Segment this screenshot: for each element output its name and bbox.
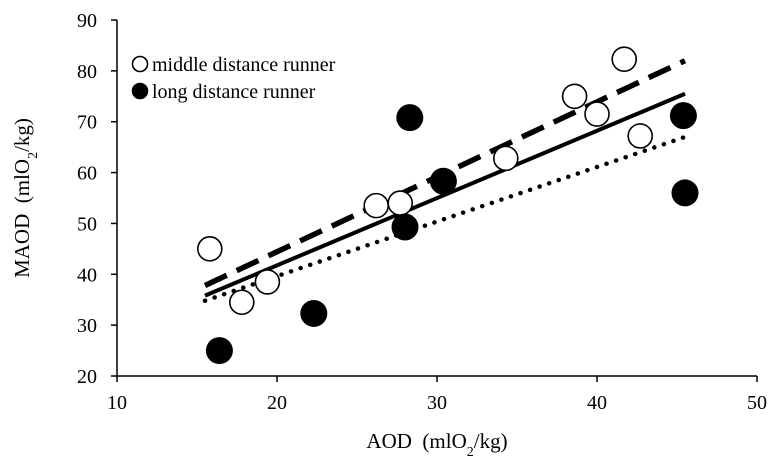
axis-titles: AOD (mlO2/kg)MAOD (mlO2/kg) [10, 118, 508, 456]
x-tick-label: 10 [107, 392, 127, 414]
middle-distance-point [254, 269, 281, 295]
long-distance-point [300, 299, 328, 327]
y-axis-title-gap [10, 203, 34, 214]
long-distance-point [669, 102, 697, 130]
y-axis-title-unit-sub: 2 [26, 152, 41, 159]
x-axis-title-main: AOD [366, 429, 412, 453]
x-axis-title-unit-pre: (mlO [422, 429, 466, 453]
x-axis-title-gap [412, 429, 423, 453]
long-distance-fit-line [202, 134, 688, 303]
long-distance-point [671, 179, 699, 207]
y-tick-label: 90 [77, 10, 97, 32]
x-axis-title: AOD (mlO2/kg) [366, 429, 507, 456]
x-axis-title-unit-post: /kg) [474, 429, 508, 453]
middle-distance-point [561, 83, 588, 110]
y-tick-label: 60 [77, 163, 97, 185]
middle-distance-point [387, 190, 414, 216]
middle-distance-point [197, 236, 223, 262]
legend-marker-middle-distance [131, 55, 149, 73]
long-distance-point [205, 337, 233, 365]
x-tick-label: 50 [747, 392, 767, 414]
long-distance-point [429, 167, 457, 195]
y-axis-title-main: MAOD [10, 214, 34, 278]
y-tick-label: 50 [77, 213, 97, 235]
long-distance-point [396, 104, 424, 132]
y-axis-title-unit-post: /kg) [10, 118, 34, 152]
y-tick-label: 70 [77, 112, 97, 134]
x-tick-label: 30 [427, 392, 447, 414]
middle-distance-point [584, 101, 610, 127]
data-points [197, 46, 699, 365]
y-axis-title-unit-pre: (mlO [10, 159, 34, 203]
x-tick-label: 40 [587, 392, 607, 414]
y-tick-label: 20 [77, 366, 97, 388]
y-axis-title: MAOD (mlO2/kg) [10, 118, 41, 278]
legend: middle distance runner long distance runn… [131, 54, 336, 103]
y-tick-label: 30 [77, 315, 97, 337]
y-tick-label: 40 [77, 264, 97, 286]
overall-fit-line [204, 91, 686, 298]
middle-distance-point [229, 289, 255, 316]
middle-distance-point [627, 123, 654, 149]
legend-label: middle distance runner [152, 54, 336, 76]
axes: 10 20 30 40 50 20 30 40 50 60 70 80 90 [77, 10, 767, 414]
middle-distance-point [363, 192, 390, 219]
long-distance-point [391, 213, 419, 241]
legend-label: long distance runner [152, 81, 316, 103]
x-axis-title-unit-sub: 2 [467, 445, 474, 456]
legend-marker-long-distance [131, 82, 149, 100]
y-tick-label: 80 [77, 61, 97, 83]
x-tick-label: 20 [267, 392, 287, 414]
middle-distance-point [611, 46, 638, 72]
middle-distance-point [492, 145, 519, 172]
